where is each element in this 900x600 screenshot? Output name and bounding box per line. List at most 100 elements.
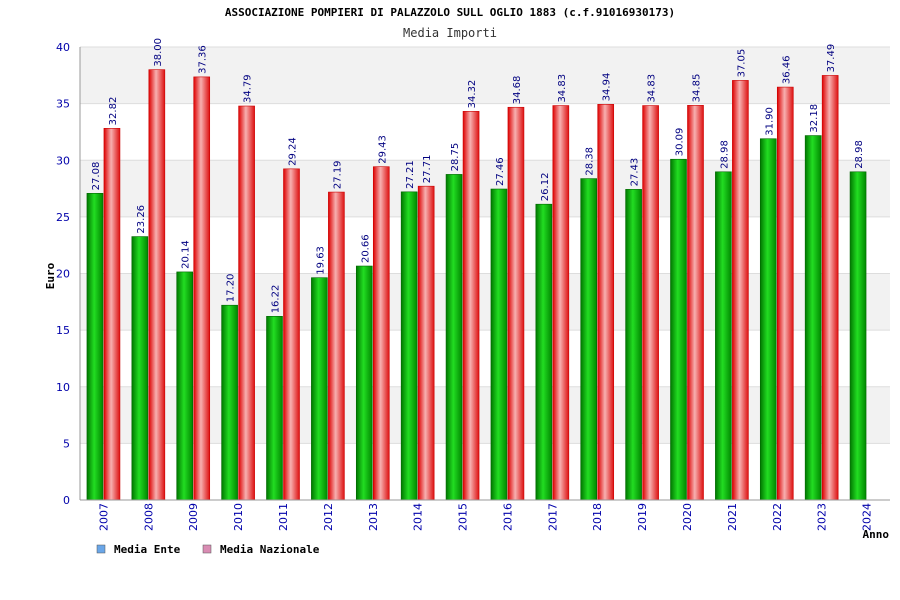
plot-band (80, 47, 890, 104)
value-label: 37.36 (198, 45, 209, 74)
bar-media-nazionale (776, 86, 794, 501)
legend-swatch-media-nazionale (202, 544, 212, 554)
y-tick-label: 40 (56, 41, 70, 54)
legend-label-media-ente: Media Ente (114, 543, 181, 556)
value-label: 31.90 (764, 107, 775, 136)
bar-media-ente (311, 277, 328, 501)
value-label: 29.43 (377, 135, 388, 164)
legend-swatch-media-ente (96, 544, 106, 554)
x-tick-label: 2024 (861, 503, 874, 531)
value-label: 34.83 (647, 74, 658, 103)
chart-subtitle: Media Importi (403, 26, 497, 40)
x-tick-label: 2014 (412, 503, 425, 531)
bar-media-ente (221, 304, 238, 501)
value-label: 17.20 (226, 274, 237, 303)
plot-band (80, 386, 890, 444)
value-label: 34.68 (512, 76, 523, 105)
value-label: 37.05 (736, 49, 747, 78)
x-tick-label: 2009 (187, 503, 200, 531)
bar-media-nazionale (148, 69, 166, 501)
bar-media-ente (804, 135, 822, 501)
bar-media-ente (535, 203, 553, 501)
y-tick-labels: 0 5 10 15 20 25 30 35 40 (56, 41, 70, 507)
plot-band (80, 103, 890, 161)
value-label: 28.98 (854, 140, 865, 169)
bar-media-nazionale (507, 106, 525, 501)
x-tick-label: 2021 (726, 503, 739, 531)
x-tick-labels: 2007 2008 2009 2010 2011 2012 2013 2014 2015 2016… (97, 503, 873, 531)
y-tick-label: 25 (56, 211, 70, 224)
bar-media-ente (176, 271, 194, 501)
value-label: 37.49 (826, 44, 837, 73)
value-label: 34.94 (602, 73, 613, 102)
x-tick-label: 2022 (771, 503, 784, 531)
bar-media-nazionale (193, 76, 211, 501)
bar-media-ente (715, 171, 732, 501)
y-tick-label: 35 (56, 98, 70, 111)
bar-media-nazionale (732, 80, 749, 501)
y-tick-label: 0 (63, 494, 70, 507)
x-axis-label: Anno (863, 528, 890, 541)
bar-media-nazionale (283, 168, 300, 501)
bar-media-nazionale (372, 166, 390, 501)
bar-media-ente (266, 316, 283, 501)
value-label: 27.21 (405, 160, 416, 189)
bar-media-nazionale (462, 111, 480, 501)
bar-media-nazionale (687, 105, 704, 501)
value-labels: 27.08 32.82 23.26 38.00 20.14 37.36 17.20 34.79… (91, 38, 865, 313)
bar-media-nazionale (821, 75, 839, 501)
value-label: 19.63 (315, 246, 326, 275)
bar-media-ente (131, 236, 149, 501)
value-label: 28.38 (585, 147, 596, 176)
plot-background (80, 47, 890, 500)
y-tick-label: 15 (56, 324, 70, 337)
value-label: 27.71 (422, 155, 433, 184)
bar-media-nazionale (597, 104, 615, 501)
bar-media-ente (580, 178, 598, 501)
value-label: 27.43 (630, 158, 641, 187)
x-tick-label: 2020 (681, 503, 694, 531)
bar-media-ente (490, 188, 508, 501)
value-label: 38.00 (153, 38, 164, 67)
plot-band (80, 330, 890, 387)
value-label: 28.98 (719, 140, 730, 169)
y-tick-label: 10 (56, 381, 70, 394)
bar-media-nazionale (328, 191, 345, 501)
plot-band (80, 160, 890, 217)
y-tick-label: 5 (63, 437, 70, 450)
value-label: 28.75 (450, 143, 461, 172)
x-tick-label: 2016 (501, 503, 514, 531)
x-tick-label: 2008 (142, 503, 155, 531)
y-axis-label: Euro (44, 262, 57, 289)
value-label: 23.26 (136, 205, 147, 234)
x-tick-label: 2017 (546, 503, 559, 531)
plot-band (80, 216, 890, 274)
x-tick-label: 2023 (816, 503, 829, 531)
plot-band (80, 443, 890, 500)
bar-media-nazionale (642, 105, 659, 501)
y-tick-label: 30 (56, 154, 70, 167)
bar-media-nazionale (103, 128, 121, 501)
value-label: 32.82 (108, 97, 119, 126)
x-tick-label: 2012 (322, 503, 335, 531)
value-label: 26.12 (540, 173, 551, 202)
bar-media-ente (445, 174, 463, 501)
value-label: 20.66 (360, 234, 371, 263)
value-label: 34.32 (467, 80, 478, 109)
bar-media-ente (400, 191, 418, 501)
legend-label-media-nazionale: Media Nazionale (220, 543, 320, 556)
x-tick-label: 2010 (232, 503, 245, 531)
value-label: 29.24 (288, 137, 299, 166)
y-tick-label: 20 (56, 268, 70, 281)
value-label: 32.18 (809, 104, 820, 133)
value-label: 34.79 (243, 74, 254, 103)
value-label: 27.46 (495, 157, 506, 186)
plot-band (80, 273, 890, 331)
x-tick-label: 2013 (367, 503, 380, 531)
value-label: 27.08 (91, 162, 102, 191)
legend: Media Ente Media Nazionale (96, 543, 320, 556)
value-label: 34.83 (557, 74, 568, 103)
bar-media-ente (86, 193, 104, 501)
x-tick-label: 2018 (591, 503, 604, 531)
